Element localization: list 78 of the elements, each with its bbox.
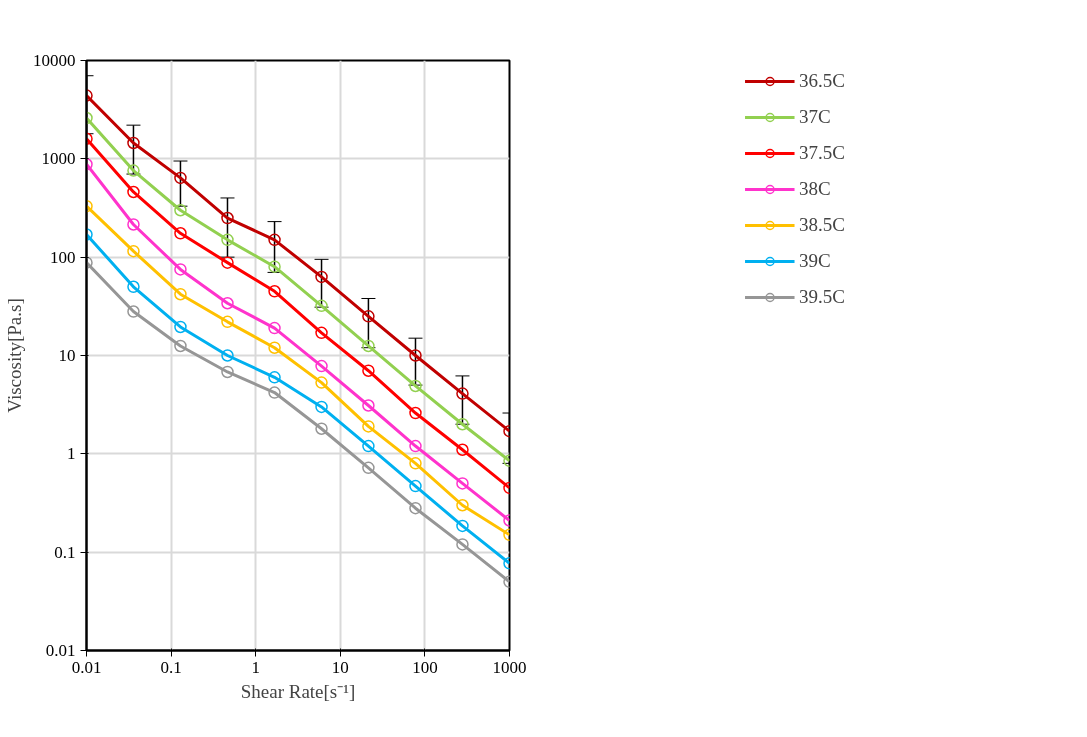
point	[127, 218, 140, 231]
point	[456, 519, 469, 533]
point	[456, 538, 469, 551]
point	[127, 164, 140, 177]
point	[456, 499, 469, 512]
point	[409, 501, 422, 515]
point	[362, 364, 375, 377]
point	[315, 270, 328, 284]
point	[456, 387, 469, 400]
point	[456, 417, 469, 431]
point	[221, 256, 234, 269]
x-tick-label: 0.01	[71, 657, 102, 677]
point	[456, 477, 469, 490]
legend-label: 38C	[799, 178, 831, 200]
point	[315, 326, 328, 340]
point	[268, 233, 281, 247]
point	[221, 297, 234, 310]
point	[315, 359, 328, 373]
x-tick-label: 1	[251, 657, 260, 677]
point	[362, 399, 375, 412]
point	[174, 227, 187, 240]
point	[362, 439, 375, 453]
x-axis-title: Shear Rate[s⁻¹]	[240, 680, 356, 702]
point	[174, 320, 187, 334]
x-tick-label: 1000	[492, 657, 527, 677]
point	[268, 285, 281, 298]
y-tick-label: 100	[50, 247, 76, 267]
x-tick-label: 10	[331, 657, 349, 677]
point	[315, 299, 328, 313]
point	[268, 321, 281, 335]
point	[315, 422, 328, 435]
point	[127, 244, 140, 258]
point	[174, 171, 187, 185]
y-tick-label: 0.01	[45, 641, 76, 660]
point	[409, 379, 422, 393]
point	[362, 339, 375, 353]
point	[409, 457, 422, 470]
y-tick-label: 1	[67, 444, 76, 464]
y-axis-title: Viscosity[Pa.s]	[4, 298, 25, 413]
x-tick-label: 0.1	[160, 657, 182, 677]
point	[456, 443, 469, 456]
point	[362, 420, 375, 433]
point	[174, 287, 187, 301]
x-tick-label: 100	[412, 657, 438, 677]
y-tick-label: 1000	[41, 149, 76, 169]
point	[409, 406, 422, 420]
point	[221, 211, 234, 225]
point	[362, 461, 375, 475]
y-tick-label: 0.1	[54, 542, 76, 562]
point	[315, 376, 328, 389]
point	[268, 371, 281, 384]
point	[362, 310, 375, 323]
point	[268, 341, 281, 354]
legend-label: 38.5C	[799, 214, 845, 236]
legend-label: 37.5C	[799, 142, 845, 164]
point	[221, 233, 234, 247]
point	[409, 349, 422, 362]
point	[268, 260, 281, 273]
legend-label: 37C	[799, 106, 831, 128]
point	[221, 349, 234, 362]
point	[127, 185, 140, 199]
point	[221, 315, 234, 329]
point	[174, 204, 187, 217]
point	[409, 439, 422, 453]
legend-label: 39C	[799, 250, 831, 272]
legend-label: 39.5C	[799, 286, 845, 308]
legend-label: 36.5C	[799, 70, 845, 92]
point	[221, 365, 234, 379]
point	[127, 136, 140, 150]
point	[174, 263, 187, 276]
point	[174, 339, 187, 353]
point	[127, 305, 140, 318]
point	[409, 479, 422, 493]
point	[127, 280, 140, 294]
point	[268, 386, 281, 399]
y-tick-label: 10000	[33, 51, 76, 70]
y-tick-label: 10	[58, 346, 76, 365]
point	[315, 400, 328, 414]
